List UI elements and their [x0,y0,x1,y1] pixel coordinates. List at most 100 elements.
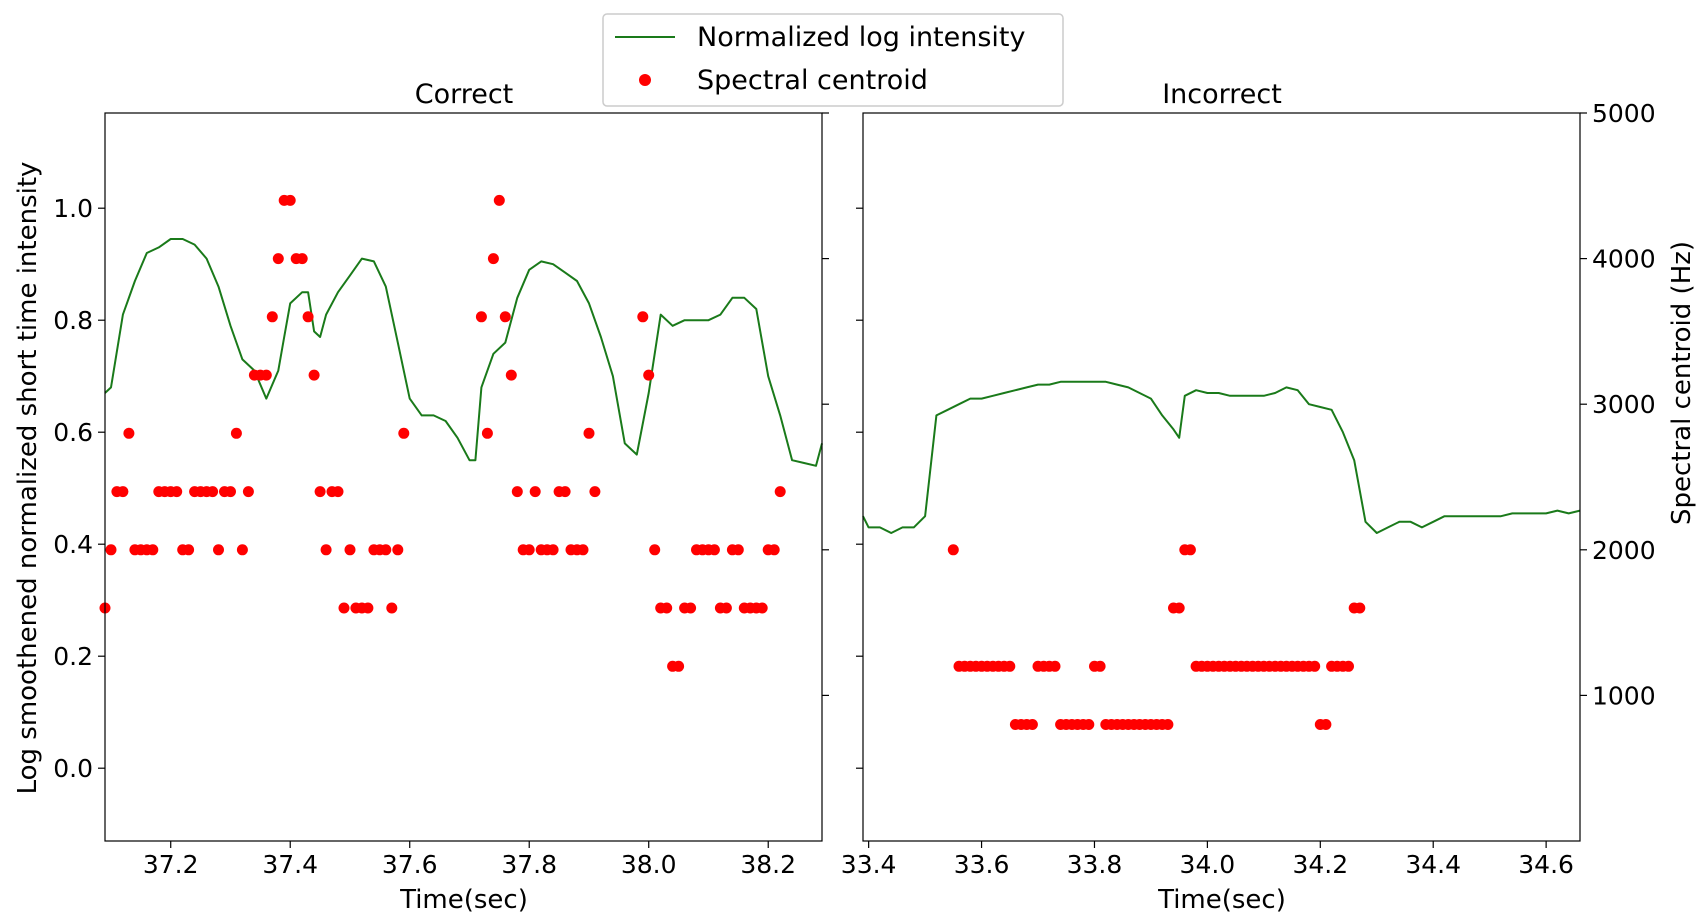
centroid-point [1320,719,1332,730]
right-y-tick-label: 1000 [1592,681,1656,710]
centroid-point [523,544,535,556]
centroid-point [362,602,374,614]
centroid-point [386,602,398,614]
centroid-point [720,602,732,614]
x-tick-label: 33.8 [1067,850,1123,879]
centroid-point [183,544,195,556]
centroid-point [147,544,159,556]
centroid-point [338,602,350,614]
intensity-series-incorrect [862,380,1581,534]
centroid-point [308,369,320,381]
centroid-point [649,544,661,556]
centroid-point [398,427,410,439]
right-y-tick-label: 3000 [1592,390,1656,419]
centroid-point [302,311,314,323]
centroid-point [230,427,242,439]
centroid-point [774,486,786,498]
centroid-point [266,311,278,323]
intensity-line [104,238,823,467]
centroid-point [320,544,332,556]
centroid-point [768,544,780,556]
left-y-tick-label: 0.4 [53,530,93,559]
legend-intensity-label: Normalized log intensity [697,22,1026,53]
centroid-point [1162,719,1174,730]
x-tick-label: 37.4 [262,850,318,879]
x-tick-label: 34.6 [1518,850,1574,879]
centroid-point [559,486,571,498]
centroid-point [708,544,720,556]
intensity-series-correct [104,238,823,467]
centroid-point [487,253,499,265]
centroid-point [1354,602,1366,614]
centroid-point [732,544,744,556]
centroid-point [1173,602,1185,614]
centroid-point [296,253,308,265]
centroid-point [171,486,183,498]
centroid-point [284,194,296,206]
centroid-point [685,602,697,614]
axis-ticks-correct: 37.2 37.4 37.6 37.8 38.0 38.2 0.0 0.2 0.4 0.6 0.8 1… [53,112,829,879]
centroid-point [583,427,595,439]
centroid-point [117,486,129,498]
centroid-point [207,486,219,498]
centroid-point [511,486,523,498]
x-tick-label: 34.2 [1292,850,1348,879]
centroid-point [1343,660,1354,672]
centroid-series-incorrect [947,544,1366,730]
x-tick-label: 33.4 [841,850,897,879]
right-y-tick-label: 5000 [1592,99,1656,128]
legend-centroid-label: Spectral centroid [697,65,928,96]
centroid-point [272,253,284,265]
left-y-tick-label: 0.0 [53,754,93,783]
x-tick-label: 37.8 [501,850,557,879]
right-y-tick-label: 4000 [1592,245,1656,274]
x-tick-label: 37.2 [143,850,199,879]
centroid-point [643,369,655,381]
left-y-tick-label: 1.0 [53,194,93,223]
centroid-point [260,369,272,381]
centroid-point [213,544,224,556]
left-y-axis-label: Log smoothened normalized short time int… [13,162,43,795]
centroid-point [1309,660,1321,672]
legend-centroid-swatch [639,74,651,86]
x-tick-label: 34.4 [1405,850,1461,879]
x-tick-label: 33.6 [954,850,1010,879]
centroid-point [637,311,649,323]
plot-frame-correct [104,112,823,842]
centroid-point [1049,660,1061,672]
centroid-point [236,544,248,556]
panel-incorrect: Incorrect 33.4 33.6 33.8 34.0 34.2 34.4 34.6 10… [841,79,1656,915]
centroid-point [314,486,326,498]
centroid-point [547,544,559,556]
centroid-point [947,544,959,556]
centroid-point [344,544,356,556]
centroid-point [380,544,392,556]
panel-correct: Correct 37.2 37.4 37.6 37.8 38.0 38.2 0.0 0.2 0.… [53,79,829,915]
centroid-point [481,427,493,439]
x-axis-label-correct: Time(sec) [399,885,528,915]
right-y-axis-label: Spectral centroid (Hz) [1667,241,1697,525]
centroid-point [493,194,505,206]
plot-frame-incorrect [862,112,1581,842]
x-tick-label: 34.0 [1180,850,1236,879]
centroid-point [1083,719,1095,730]
left-y-tick-label: 0.8 [53,306,93,335]
panel-title-correct: Correct [415,79,514,110]
centroid-point [332,486,344,498]
centroid-series-correct [99,194,786,672]
centroid-point [529,486,541,498]
x-tick-label: 38.2 [740,850,796,879]
centroid-point [392,544,404,556]
right-y-tick-label: 2000 [1592,536,1656,565]
legend: Normalized log intensity Spectral centro… [602,13,1064,107]
centroid-point [577,544,589,556]
centroid-point [1094,660,1106,672]
centroid-point [1026,719,1038,730]
left-y-tick-label: 0.2 [53,642,93,671]
centroid-point [499,311,511,323]
centroid-point [1184,544,1196,556]
legend-box [602,13,1064,107]
centroid-point [661,602,673,614]
centroid-point [673,660,685,672]
centroid-point [475,311,487,323]
